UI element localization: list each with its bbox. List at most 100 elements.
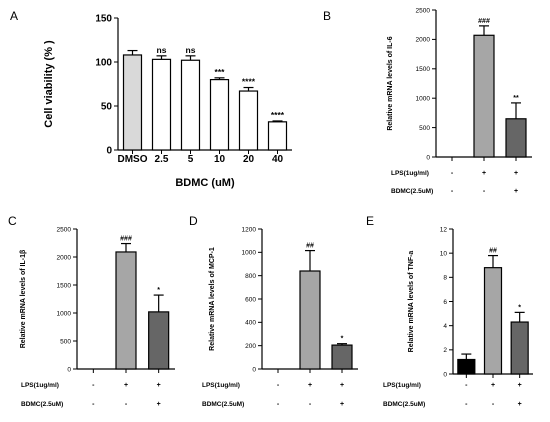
treatment-sign: + [340,382,344,389]
significance-label: * [518,304,521,311]
treatment-sign: + [308,382,312,389]
y-tick-label: 12 [440,226,448,233]
x-tick-label: 10 [214,154,226,165]
y-tick-label: 0 [443,371,447,378]
treatment-sign: + [514,188,518,195]
y-axis-title: Relative mRNA levels of TNF-a [408,251,415,353]
y-tick-label: 150 [95,14,112,25]
y-tick-label: 200 [245,343,256,350]
y-tick-label: 0 [426,154,430,161]
y-tick-label: 1500 [416,66,431,73]
y-tick-label: 0 [67,366,71,373]
treatment-label: BDMC(2.5uM) [202,401,244,408]
treatment-sign: + [157,382,161,389]
treatment-sign: + [157,401,161,408]
y-axis-title: Relative mRNA levels of IL-6 [387,36,394,130]
significance-label: ** [513,95,519,102]
treatment-sign: - [92,382,95,389]
y-tick-label: 1000 [416,95,431,102]
bar [238,90,259,151]
x-tick-label: 2.5 [155,154,169,165]
treatment-sign: + [518,382,522,389]
tnfa-chart: E 0 2 4 6 8 10 12 Relative mRNA levels of TNF-a #… [366,214,533,408]
treatment-sign: - [451,170,454,177]
y-tick-label: 1200 [242,226,257,233]
treatment-label: LPS(1ug/ml) [391,170,429,177]
y-tick-label: 1000 [242,250,257,257]
significance-label: **** [271,110,285,120]
bar [209,78,230,151]
mcp1-chart: D 0 200 400 600 800 1000 1200 Relative mRNA leve… [189,214,358,408]
treatment-sign: + [514,170,518,177]
panel-letter: E [366,214,374,228]
bar [510,321,529,375]
y-tick-label: 4 [443,323,447,330]
y-tick-label: 10 [440,250,448,257]
y-tick-label: 500 [60,338,71,345]
treatment-sign: - [309,401,312,408]
cell-viability-chart: A 0 50 100 150 Cell viability (% ) DMSO ns 2.5 ns… [10,9,292,189]
y-tick-label: 6 [443,299,447,306]
treatment-sign: + [124,382,128,389]
treatment-label: LPS(1ug/ml) [383,382,421,389]
treatment-sign: + [340,401,344,408]
bar [267,121,288,151]
bar [151,58,172,151]
y-tick-label: 2500 [57,226,72,233]
y-axis-title: Relative mRNA levels of MCP-1 [209,247,216,351]
il6-chart: B 0 500 1000 1500 2000 2500 Relative mRNA level… [323,7,532,195]
panel-letter: C [8,214,17,228]
x-tick-label: DMSO [118,154,148,165]
treatment-sign: + [491,382,495,389]
bar [483,267,503,375]
treatment-sign: - [125,401,128,408]
significance-label: ## [489,248,497,255]
treatment-label: BDMC(2.5uM) [21,401,63,408]
treatment-label: LPS(1ug/ml) [202,382,240,389]
bar [122,54,143,151]
significance-label: ### [120,236,132,243]
panel-letter: D [189,214,198,228]
y-tick-label: 600 [245,296,256,303]
y-tick-label: 8 [443,275,447,282]
y-tick-label: 0 [252,366,256,373]
bar [505,118,527,158]
y-tick-label: 0 [106,146,112,157]
y-tick-label: 2000 [57,254,72,261]
y-tick-label: 2 [443,347,447,354]
y-tick-label: 100 [95,58,112,69]
bar [180,59,201,151]
treatment-label: BDMC(2.5uM) [391,188,433,195]
bar [299,270,321,370]
panel-letter: B [323,9,331,23]
bar [148,311,170,370]
y-tick-label: 2500 [416,7,431,14]
bar [115,251,137,370]
x-tick-label: 5 [188,154,194,165]
treatment-sign: - [277,401,280,408]
treatment-sign: - [277,382,280,389]
x-tick-label: 40 [272,154,284,165]
y-tick-label: 1500 [57,282,72,289]
significance-label: * [157,287,160,294]
bar [457,358,476,375]
y-tick-label: 800 [245,273,256,280]
treatment-sign: - [451,188,454,195]
significance-label: ## [306,243,314,250]
bar [331,344,353,370]
treatment-sign: + [482,170,486,177]
treatment-label: LPS(1ug/ml) [21,382,59,389]
significance-label: **** [242,77,256,87]
treatment-sign: - [492,401,495,408]
y-tick-label: 400 [245,320,256,327]
y-tick-label: 50 [101,102,113,113]
treatment-sign: - [465,401,468,408]
y-axis-title: Relative mRNA levels of IL-1β [20,249,27,348]
y-tick-label: 500 [419,125,430,132]
y-tick-label: 1000 [57,310,72,317]
y-tick-label: 2000 [416,37,431,44]
treatment-sign: - [483,188,486,195]
significance-label: ### [478,18,490,25]
il1b-chart: C 0 500 1000 1500 2000 2500 Relative mRNA level… [8,214,175,408]
